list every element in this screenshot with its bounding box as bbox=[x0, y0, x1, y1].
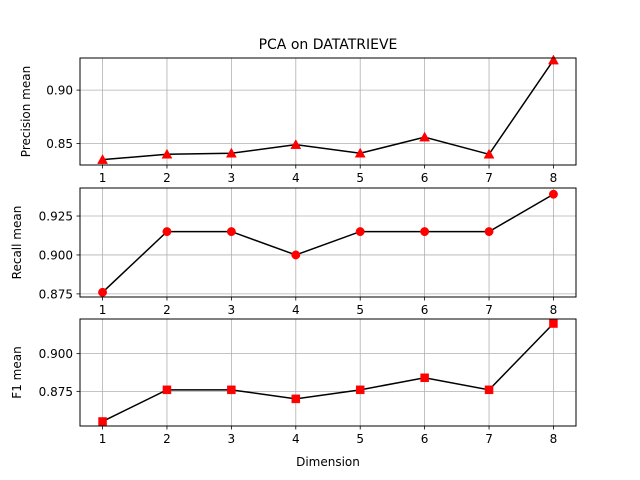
f1-data-point bbox=[549, 319, 558, 328]
precision-ytick-label: 0.85 bbox=[46, 137, 73, 151]
precision-xtick-label: 3 bbox=[228, 171, 236, 185]
panel-f1: 1 2 3 4 5 6 7 8 0.875 0.900 F1 mean bbox=[10, 318, 577, 446]
recall-ytick-label: 0.925 bbox=[39, 210, 73, 224]
f1-series bbox=[98, 319, 558, 426]
recall-axes-frame bbox=[79, 187, 577, 298]
f1-ytick-label: 0.875 bbox=[39, 385, 73, 399]
precision-data-point bbox=[419, 131, 431, 142]
f1-xtick-label: 8 bbox=[550, 432, 558, 446]
f1-xtick-label: 2 bbox=[163, 432, 171, 446]
recall-xtick-label: 4 bbox=[292, 303, 300, 317]
precision-data-point bbox=[97, 154, 108, 164]
recall-data-point bbox=[162, 227, 172, 237]
f1-xtick-label: 7 bbox=[485, 432, 493, 446]
x-axis-label: Dimension bbox=[296, 455, 360, 469]
f1-data-point bbox=[98, 417, 107, 426]
precision-series-line bbox=[102, 59, 555, 161]
precision-data-point bbox=[290, 139, 302, 149]
precision-data-point bbox=[161, 148, 173, 159]
chart-title: PCA on DATATRIEVE bbox=[259, 37, 398, 53]
recall-grid bbox=[80, 188, 576, 297]
precision-ytick-label: 0.90 bbox=[46, 84, 73, 98]
f1-xtick-label: 1 bbox=[99, 432, 107, 446]
precision-xtick-label: 2 bbox=[163, 171, 171, 185]
precision-xtick-label: 7 bbox=[485, 171, 493, 185]
precision-data-point bbox=[354, 147, 366, 158]
precision-xtick-label: 4 bbox=[292, 171, 300, 185]
recall-xtick-label: 5 bbox=[356, 303, 364, 317]
recall-data-point bbox=[420, 227, 430, 237]
panel-precision: 1 2 3 4 5 6 7 8 0.85 0.90 Precision mean bbox=[19, 54, 577, 185]
f1-ticks: 1 2 3 4 5 6 7 8 0.875 0.900 bbox=[39, 347, 558, 446]
precision-ticks: 1 2 3 4 5 6 7 8 0.85 0.90 bbox=[46, 84, 557, 185]
recall-series bbox=[98, 189, 558, 297]
recall-xtick-label: 7 bbox=[485, 303, 493, 317]
precision-data-point bbox=[483, 148, 495, 159]
f1-xtick-label: 5 bbox=[356, 432, 364, 446]
recall-xtick-label: 8 bbox=[550, 303, 558, 317]
panel-recall: 1 2 3 4 5 6 7 8 0.875 0.900 0.925 Recall mean bbox=[10, 187, 577, 317]
precision-ylabel: Precision mean bbox=[19, 66, 33, 157]
recall-series-line bbox=[102, 193, 554, 293]
f1-data-point bbox=[162, 385, 172, 395]
recall-xtick-label: 2 bbox=[163, 303, 171, 317]
recall-ytick-label: 0.875 bbox=[39, 287, 73, 301]
precision-xtick-label: 5 bbox=[356, 171, 364, 185]
precision-xtick-label: 6 bbox=[421, 171, 429, 185]
recall-data-point bbox=[226, 227, 236, 237]
recall-ylabel: Recall mean bbox=[10, 206, 24, 280]
f1-series-line bbox=[102, 322, 554, 423]
f1-xtick-label: 3 bbox=[228, 432, 236, 446]
precision-grid bbox=[80, 58, 576, 165]
f1-xtick-label: 4 bbox=[292, 432, 300, 446]
recall-data-point bbox=[484, 227, 494, 237]
precision-data-point bbox=[548, 54, 559, 65]
precision-axes-frame bbox=[79, 57, 577, 166]
precision-data-point bbox=[225, 147, 237, 158]
recall-data-point bbox=[98, 287, 107, 297]
f1-xtick-label: 6 bbox=[421, 432, 429, 446]
recall-data-point bbox=[355, 227, 365, 237]
precision-series bbox=[97, 54, 559, 164]
recall-xtick-label: 6 bbox=[421, 303, 429, 317]
recall-data-point bbox=[549, 189, 558, 199]
recall-data-point bbox=[291, 250, 301, 260]
recall-ytick-label: 0.900 bbox=[39, 248, 73, 262]
recall-xtick-label: 3 bbox=[228, 303, 236, 317]
precision-xtick-label: 8 bbox=[550, 171, 558, 185]
recall-xtick-label: 1 bbox=[99, 303, 107, 317]
f1-data-point bbox=[355, 385, 365, 395]
f1-data-point bbox=[420, 373, 429, 383]
f1-data-point bbox=[484, 385, 494, 395]
precision-xtick-label: 1 bbox=[99, 171, 107, 185]
f1-data-point bbox=[291, 394, 301, 404]
f1-ytick-label: 0.900 bbox=[39, 347, 73, 361]
f1-axes-frame bbox=[79, 318, 577, 427]
f1-data-point bbox=[227, 385, 236, 395]
f1-ylabel: F1 mean bbox=[10, 346, 24, 398]
recall-ticks: 1 2 3 4 5 6 7 8 0.875 0.900 0.925 bbox=[39, 210, 558, 317]
